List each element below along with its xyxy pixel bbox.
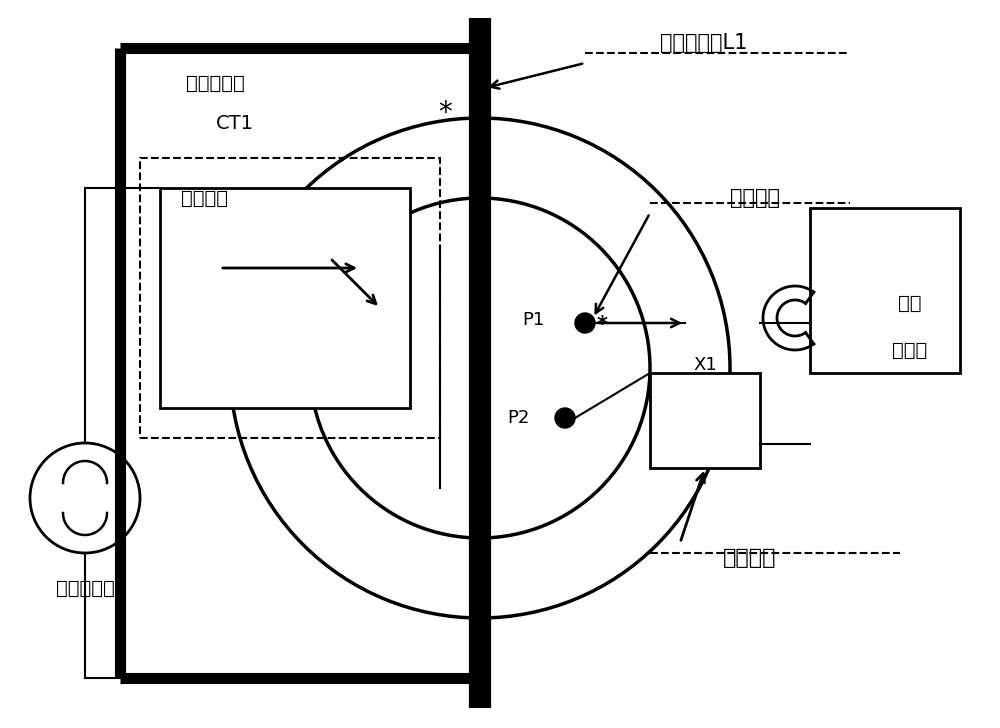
Circle shape — [230, 118, 730, 618]
Text: 交流电流源: 交流电流源 — [56, 579, 114, 598]
Text: 鉡型: 鉡型 — [898, 293, 922, 312]
FancyBboxPatch shape — [160, 188, 410, 408]
FancyBboxPatch shape — [650, 373, 760, 468]
Text: *: * — [438, 99, 452, 127]
Circle shape — [575, 313, 595, 333]
Text: X1: X1 — [693, 356, 717, 374]
Text: CT1: CT1 — [216, 114, 254, 132]
Text: 二次输出: 二次输出 — [730, 188, 780, 208]
Circle shape — [310, 198, 650, 538]
Text: P1: P1 — [523, 311, 545, 329]
FancyBboxPatch shape — [810, 208, 960, 373]
Text: *: * — [597, 315, 608, 335]
Text: 其它负载: 其它负载 — [723, 548, 777, 568]
Text: P2: P2 — [508, 409, 530, 427]
Text: 电流表: 电流表 — [892, 341, 928, 360]
Text: 穿心互感器: 穿心互感器 — [186, 74, 244, 92]
Text: 一次载流体L1: 一次载流体L1 — [660, 33, 747, 53]
Circle shape — [555, 408, 575, 428]
Text: 交流电流: 交流电流 — [181, 189, 228, 207]
